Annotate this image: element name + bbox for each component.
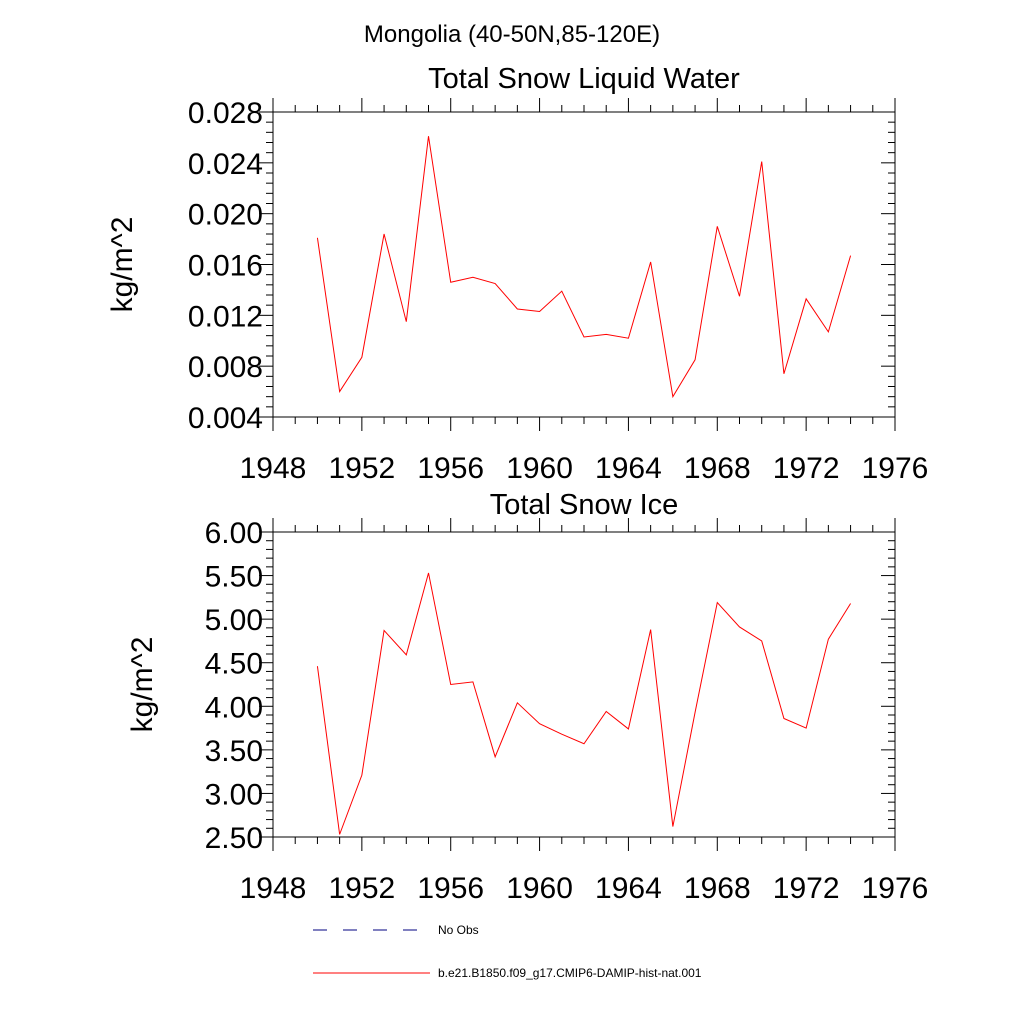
y-tick-label: 0.020	[188, 199, 263, 232]
y-tick-label: 3.50	[205, 735, 263, 768]
chart-panel-1: Total Snow Liquid Water 1948 1952 1956 1960 1…	[106, 63, 928, 485]
chart-title: Total Snow Ice	[490, 489, 679, 521]
y-tick-label: 0.004	[188, 402, 263, 435]
y-tick-label: 4.00	[205, 691, 263, 724]
x-tick-label: 1968	[684, 452, 751, 485]
y-tick-label: 0.008	[188, 351, 263, 384]
series-line	[316, 572, 851, 835]
x-tick-label: 1956	[417, 452, 484, 485]
y-tick-label: 0.016	[188, 250, 263, 283]
plot-frame	[272, 531, 896, 838]
x-tick-label: 1952	[328, 872, 395, 905]
y-tick-label: 5.50	[205, 561, 263, 594]
x-tick-label: 1952	[328, 452, 395, 485]
x-tick-label: 1948	[240, 452, 307, 485]
y-tick-label: 3.00	[205, 778, 263, 811]
figure-suptitle: Mongolia (40-50N,85-120E)	[364, 21, 660, 48]
series-line	[316, 136, 852, 399]
y-tick-label: 0.012	[188, 300, 263, 333]
x-tick-label: 1976	[862, 452, 929, 485]
x-tick-label: 1956	[417, 872, 484, 905]
x-tick-label: 1972	[773, 452, 840, 485]
chart-panel-2: Total Snow Ice 1948 1952 1956 1960 1964 1968 19…	[126, 489, 928, 905]
x-tick-label: 1960	[506, 452, 573, 485]
x-tick-label: 1948	[240, 872, 307, 905]
chart-title: Total Snow Liquid Water	[428, 63, 740, 95]
chart-panels: Total Snow Liquid Water 1948 1952 1956 1960 1…	[106, 63, 928, 905]
y-tick-label: 5.00	[205, 604, 263, 637]
y-tick-label: 2.50	[205, 822, 263, 855]
y-tick-label: 4.50	[205, 648, 263, 681]
plot-frame	[272, 111, 896, 418]
y-tick-label: 6.00	[205, 517, 263, 550]
y-tick-label: 0.028	[188, 97, 263, 130]
legend: No Obs b.e21.B1850.f09_g17.CMIP6-DAMIP-h…	[313, 923, 702, 980]
x-tick-label: 1960	[506, 872, 573, 905]
y-tick-label: 0.024	[188, 148, 263, 181]
legend-label-no-obs: No Obs	[438, 923, 479, 937]
x-tick-label: 1968	[684, 872, 751, 905]
legend-label-model: b.e21.B1850.f09_g17.CMIP6-DAMIP-hist-nat…	[438, 966, 702, 980]
x-tick-label: 1964	[595, 872, 662, 905]
x-tick-label: 1976	[862, 872, 929, 905]
y-axis-label: kg/m^2	[126, 637, 159, 733]
y-axis-label: kg/m^2	[106, 217, 139, 313]
x-tick-label: 1964	[595, 452, 662, 485]
x-tick-label: 1972	[773, 872, 840, 905]
